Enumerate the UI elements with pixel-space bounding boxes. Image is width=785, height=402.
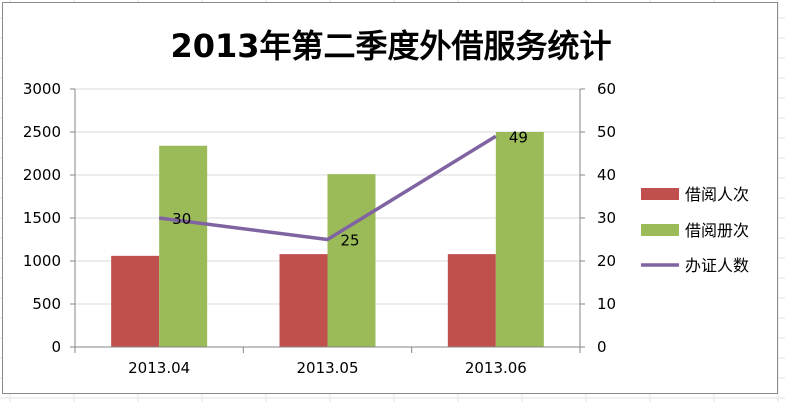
bar-borrowers <box>111 255 160 347</box>
y2-tick-label: 20 <box>597 252 616 270</box>
y2-tick-label: 10 <box>597 295 616 313</box>
bar-borrowers <box>447 254 496 347</box>
tick-labels: 0 500 1000 1500 2000 2500 3000 0 10 20 30 40 50 60 201… <box>23 80 616 377</box>
y-tick-label: 1000 <box>23 252 61 270</box>
bars <box>111 132 544 347</box>
y2-tick-label: 30 <box>597 209 616 227</box>
axes <box>70 88 585 353</box>
x-tick-label: 2013.05 <box>296 359 358 377</box>
y-tick-label: 1500 <box>23 209 61 227</box>
legend-swatch <box>641 188 679 200</box>
y-tick-label: 0 <box>51 338 61 356</box>
legend-entry: 借阅册次 <box>685 221 749 240</box>
y2-tick-label: 40 <box>597 166 616 184</box>
line-cards <box>158 134 497 242</box>
data-label: 49 <box>509 128 528 146</box>
data-label: 25 <box>341 232 360 250</box>
line-series: 30 25 49 <box>158 128 528 250</box>
legend-entry: 借阅人次 <box>685 185 749 204</box>
chart-container[interactable]: 2013年第二季度外借服务统计 30 25 49 0 500 1000 1500 2000 2… <box>2 2 778 394</box>
chart-title: 2013年第二季度外借服务统计 <box>170 27 611 65</box>
data-label: 30 <box>172 210 191 228</box>
y-tick-label: 500 <box>32 295 61 313</box>
bar-borrowers <box>279 254 328 347</box>
bar-books <box>159 145 208 347</box>
y-tick-label: 2000 <box>23 166 61 184</box>
y2-tick-label: 0 <box>597 338 607 356</box>
legend-entry: 办证人数 <box>685 256 749 275</box>
x-tick-label: 2013.06 <box>465 359 527 377</box>
legend-swatch <box>641 224 679 236</box>
y-tick-label: 2500 <box>23 123 61 141</box>
bar-books <box>495 132 544 347</box>
y2-tick-label: 60 <box>597 80 616 98</box>
y2-tick-label: 50 <box>597 123 616 141</box>
bar-books <box>327 174 376 347</box>
y-tick-label: 3000 <box>23 80 61 98</box>
x-tick-label: 2013.04 <box>128 359 190 377</box>
